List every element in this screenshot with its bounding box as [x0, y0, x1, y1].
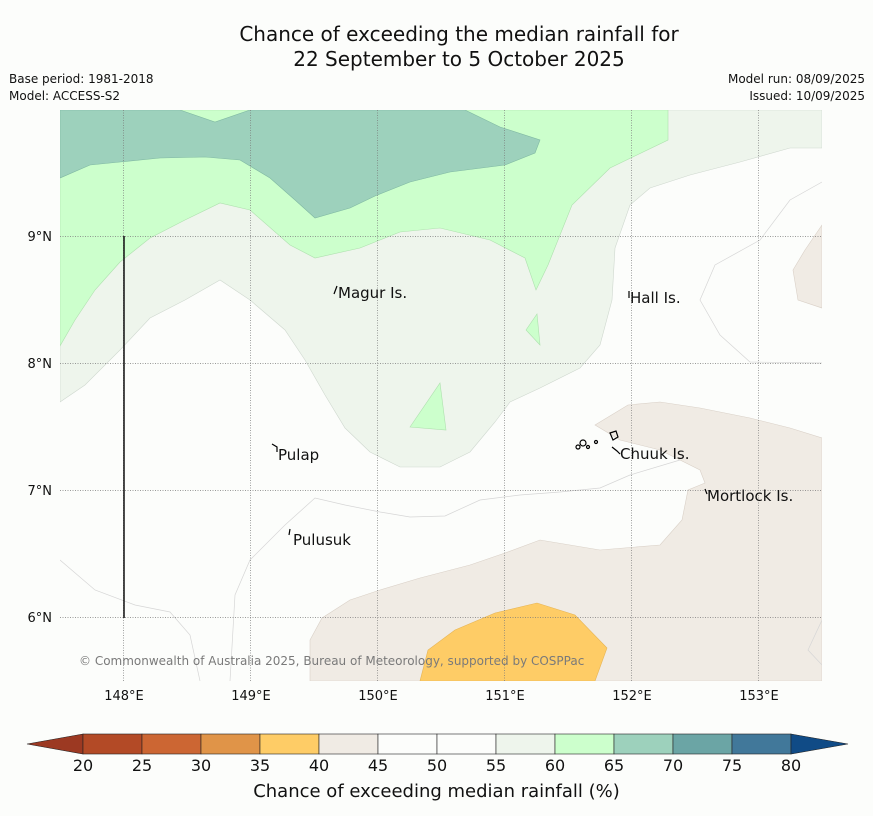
colorbar-swatch: [318, 733, 379, 755]
label-hall: Hall Is.: [630, 289, 681, 307]
label-pulusuk: Pulusuk: [293, 531, 351, 549]
issued-date: Issued: 10/09/2025: [749, 89, 865, 103]
contour-65-70: [60, 110, 541, 219]
copyright-notice: © Commonwealth of Australia 2025, Bureau…: [79, 654, 584, 668]
island-magur: [333, 285, 338, 295]
lon-label-149: 149°E: [231, 689, 271, 704]
lat-label-7: 7°N: [28, 484, 53, 499]
contour-pocket-2: [525, 313, 541, 346]
model-name: Model: ACCESS-S2: [9, 89, 121, 103]
island-chuuk: [575, 430, 621, 455]
contour-line-50c: [699, 181, 822, 364]
lat-label-8: 8°N: [28, 357, 53, 372]
base-period: Base period: 1981-2018: [9, 72, 154, 86]
contour-line-50b: [229, 459, 681, 681]
colorbar-swatch: [613, 733, 674, 755]
title-line-2: 22 September to 5 October 2025: [293, 47, 625, 71]
colorbar-title: Chance of exceeding median rainfall (%): [253, 781, 620, 802]
colorbar-tick-label: 55: [485, 756, 507, 775]
colorbar-swatch: [672, 733, 733, 755]
lat-label-9: 9°N: [28, 230, 53, 245]
colorbar-tick-label: 30: [190, 756, 212, 775]
colorbar-tick-label: 45: [367, 756, 389, 775]
model-run: Model run: 08/09/2025: [727, 72, 865, 86]
contour-line-50d: [807, 619, 822, 666]
contour-40-45-east: [792, 224, 822, 309]
colorbar-tick-label: 50: [426, 756, 448, 775]
colorbar-swatch: [436, 733, 497, 755]
colorbar-swatch: [82, 733, 143, 755]
colorbar-swatch: [731, 733, 792, 755]
colorbar-tick-label: 80: [780, 756, 802, 775]
colorbar-tick-label: 75: [721, 756, 743, 775]
colorbar-under-arrow: [26, 733, 84, 755]
colorbar-tick-label: 60: [544, 756, 566, 775]
title-line-1: Chance of exceeding the median rainfall …: [239, 22, 679, 46]
contour-line-50a: [60, 559, 201, 681]
lon-label-153: 153°E: [739, 689, 779, 704]
map-title: Chance of exceeding the median rainfall …: [0, 22, 873, 72]
colorbar-tick-label: 70: [662, 756, 684, 775]
lon-label-150: 150°E: [358, 689, 398, 704]
lon-label-148: 148°E: [104, 689, 144, 704]
colorbar-swatch: [554, 733, 615, 755]
label-pulap: Pulap: [278, 446, 319, 464]
label-magur: Magur Is.: [338, 284, 407, 302]
lon-label-151: 151°E: [485, 689, 525, 704]
lat-label-6: 6°N: [28, 611, 53, 626]
colorbar-swatch: [377, 733, 438, 755]
island-mortlock: [704, 488, 708, 495]
colorbar-swatch: [259, 733, 320, 755]
colorbar-over-arrow: [790, 733, 849, 755]
lon-label-152: 152°E: [612, 689, 652, 704]
contour-pocket-1: [409, 382, 447, 431]
island-pulap: [271, 443, 278, 452]
colorbar: [26, 733, 849, 755]
contour-40-45-south: [309, 401, 822, 681]
label-chuuk: Chuuk Is.: [620, 445, 689, 463]
colorbar-tick-label: 40: [308, 756, 330, 775]
meta-right: Model run: 08/09/2025 Issued: 10/09/2025: [728, 71, 865, 105]
colorbar-tick-label: 25: [131, 756, 153, 775]
island-pulusuk: [288, 528, 291, 536]
colorbar-swatch: [141, 733, 202, 755]
island-shapes: [271, 285, 708, 536]
contour-35-40: [419, 602, 608, 681]
colorbar-tick-label: 35: [249, 756, 271, 775]
rainfall-field: [60, 110, 822, 681]
meta-left: Base period: 1981-2018 Model: ACCESS-S2: [9, 71, 154, 105]
colorbar-swatch: [200, 733, 261, 755]
contour-60-65: [60, 110, 669, 347]
colorbar-swatch: [495, 733, 556, 755]
colorbar-tick-label: 65: [603, 756, 625, 775]
label-mortlock: Mortlock Is.: [707, 487, 793, 505]
colorbar-tick-label: 20: [72, 756, 94, 775]
